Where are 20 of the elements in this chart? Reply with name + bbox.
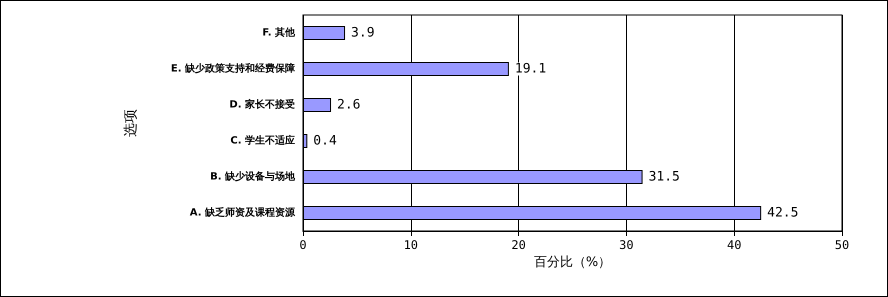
x-tick-label: 0 (299, 238, 307, 252)
x-axis-title: 百分比（%） (534, 254, 612, 270)
y-tick-label: A. 缺乏师资及课程资源 (190, 206, 296, 218)
data-label: 42.5 (767, 206, 798, 220)
x-tick-label: 40 (726, 238, 742, 252)
y-tick-label: B. 缺少设备与场地 (210, 170, 296, 182)
x-tick-label: 30 (619, 238, 634, 252)
data-label: 0.4 (313, 134, 337, 148)
x-tick-label: 20 (511, 238, 526, 252)
x-tick-label: 50 (834, 238, 850, 252)
data-label: 2.6 (337, 98, 361, 112)
x-tick-label: 10 (404, 238, 418, 252)
y-axis-title: 选项 (123, 109, 139, 137)
data-label: 19.1 (514, 62, 546, 76)
data-label: 31.5 (648, 170, 680, 184)
y-tick-label: C. 学生不适应 (230, 134, 295, 146)
y-tick-label: F. 其他 (262, 26, 296, 38)
y-tick-label: E. 缺少政策支持和经费保障 (170, 62, 295, 74)
y-tick-label: D. 家长不接受 (229, 98, 295, 110)
data-label: 3.9 (351, 26, 375, 40)
